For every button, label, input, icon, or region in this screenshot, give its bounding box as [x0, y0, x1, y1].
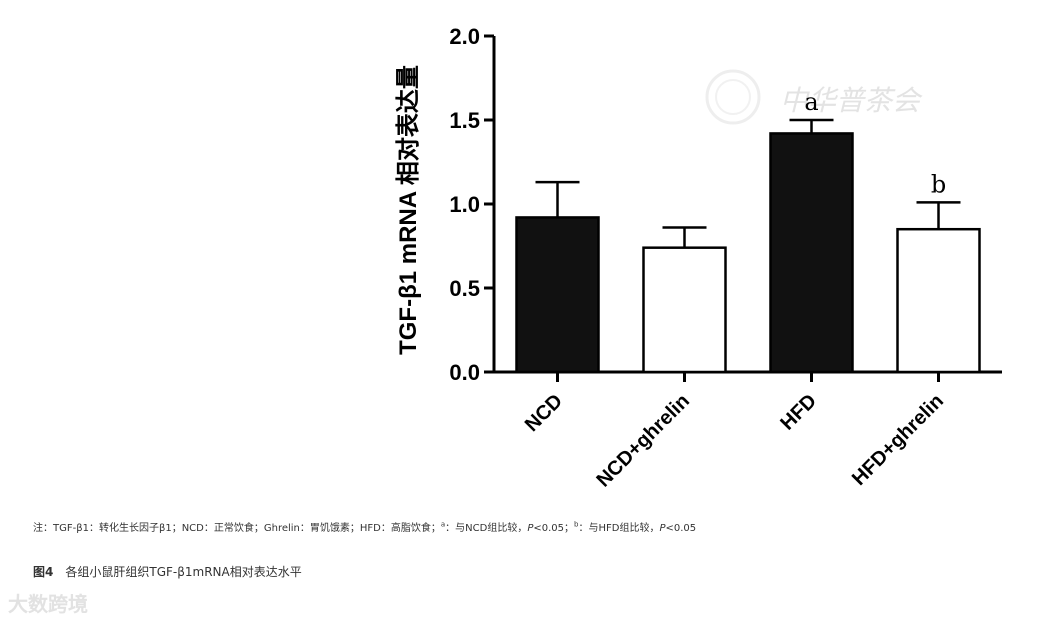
note-p1: P [527, 523, 534, 534]
note-p2: P [659, 523, 666, 534]
y-tick-label: 0.5 [449, 276, 480, 301]
x-tick-label: NCD [521, 390, 567, 436]
x-tick-label: HFD+ghrelin [848, 390, 948, 490]
bar [642, 246, 727, 374]
bottom-watermark: 大数跨境 [8, 592, 88, 616]
note-a-sup: a [440, 520, 446, 529]
figure-note: 注：TGF-β1：转化生长因子β1；NCD：正常饮食；Ghrelin：胃饥饿素；… [33, 519, 696, 534]
y-tick-label: 2.0 [449, 24, 480, 49]
figure-caption: 图4 各组小鼠肝组织TGF-β1mRNA相对表达水平 [33, 563, 302, 580]
figure-title: 各组小鼠肝组织TGF-β1mRNA相对表达水平 [65, 565, 302, 579]
y-axis-label: TGF-β1 mRNA 相对表达量 [395, 65, 422, 355]
note-p2-val: <0.05 [665, 523, 697, 534]
significance-label: b [931, 170, 946, 198]
bar [515, 216, 600, 374]
note-b-sup: b [574, 520, 579, 529]
note-a-text: ：与NCD组比较， [445, 523, 528, 534]
significance-label: a [804, 88, 818, 116]
watermark-text: 中华普茶会 [780, 84, 923, 117]
note-p1-val: <0.05； [533, 523, 575, 534]
x-tick-label: NCD+ghrelin [592, 390, 694, 492]
note-prefix: 注：TGF-β1：转化生长因子β1；NCD：正常饮食；Ghrelin：胃饥饿素；… [33, 523, 441, 534]
y-tick-label: 1.0 [449, 192, 480, 217]
y-tick-label: 0.0 [449, 360, 480, 385]
bar [769, 132, 854, 374]
note-b-text: ：与HFD组比较， [578, 523, 660, 534]
y-tick-label: 1.5 [449, 108, 480, 133]
figure-label: 图4 [33, 565, 54, 579]
seal-watermark [705, 69, 761, 125]
bar [896, 227, 981, 374]
x-tick-label: HFD [776, 390, 821, 435]
bars-group: ab [515, 88, 981, 374]
